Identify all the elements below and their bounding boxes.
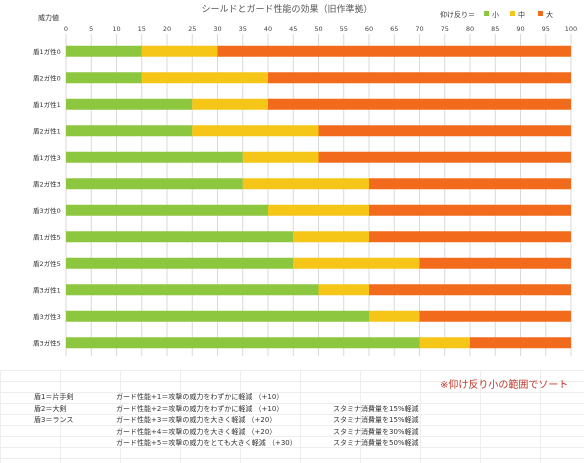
x-tick-label-100: 100 bbox=[565, 25, 577, 33]
bar-4-series-2 bbox=[192, 125, 319, 137]
sort-footnote: ※仰け反り小の範囲でソート bbox=[440, 380, 569, 391]
category-label-8: 盾1ガ性5 bbox=[33, 232, 61, 241]
x-tick-label-75: 75 bbox=[441, 25, 449, 33]
bar-3-series-3 bbox=[268, 98, 571, 110]
bar-3-series-2 bbox=[192, 98, 268, 110]
x-tick-label-10: 10 bbox=[112, 25, 120, 33]
bar-5-series-3 bbox=[318, 151, 571, 163]
bar-12-series-1 bbox=[66, 337, 420, 349]
category-label-10: 盾3ガ性1 bbox=[33, 285, 61, 294]
shield-note-2: 盾2＝大剣 bbox=[34, 405, 67, 413]
bar-7-series-1 bbox=[66, 204, 268, 216]
chart-svg: シールドとガード性能の効果（旧作準拠） 威力値 仰け反り＝ 小 中 大 0 5 10 15 20 25… bbox=[33, 3, 577, 356]
x-tick-label-50: 50 bbox=[314, 25, 322, 33]
stamina-note-4: スタミナ消費量を50%軽減 bbox=[333, 439, 419, 447]
shield-note-3: 盾3＝ランス bbox=[34, 416, 74, 424]
guard-note-1: ガード性能+1＝攻撃の威力をわずかに軽減 （+10） bbox=[116, 393, 284, 401]
guard-note-2: ガード性能+2＝攻撃の威力をわずかに軽減 （+10） bbox=[116, 405, 284, 413]
x-tick-label-95: 95 bbox=[542, 25, 550, 33]
bar-4-series-1 bbox=[66, 125, 193, 137]
category-label-4: 盾2ガ性1 bbox=[33, 126, 61, 135]
x-tick-label-45: 45 bbox=[289, 25, 297, 33]
x-tick-label-70: 70 bbox=[415, 25, 423, 33]
x-tick-label-60: 60 bbox=[365, 25, 373, 33]
x-tick-label-35: 35 bbox=[239, 25, 247, 33]
legend-label-1: 小 bbox=[492, 10, 499, 19]
category-label-11: 盾3ガ性3 bbox=[33, 312, 61, 321]
legend-swatch-3 bbox=[538, 11, 543, 16]
stamina-note-1: スタミナ消費量を15%軽減 bbox=[333, 405, 419, 413]
category-label-9: 盾2ガ性5 bbox=[33, 259, 61, 268]
bar-12-series-2 bbox=[419, 337, 470, 349]
bar-2-series-1 bbox=[66, 72, 142, 84]
x-tick-label-55: 55 bbox=[340, 25, 348, 33]
x-tick-label-30: 30 bbox=[213, 25, 221, 33]
bar-9-series-1 bbox=[66, 257, 294, 269]
guard-note-4: ガード性能+4＝攻撃の威力を大きく軽減 （+20） bbox=[116, 428, 277, 436]
bar-8-series-3 bbox=[369, 231, 571, 243]
x-tick-label-0: 0 bbox=[64, 25, 68, 33]
category-label-1: 盾1ガ性0 bbox=[33, 47, 61, 56]
bar-11-series-2 bbox=[369, 310, 420, 322]
guard-note-5: ガード性能+5＝攻撃の威力をとても大きく軽減 （+30） bbox=[116, 439, 297, 447]
bar-9-series-2 bbox=[293, 257, 420, 269]
category-label-3: 盾1ガ性1 bbox=[33, 100, 61, 109]
category-label-5: 盾1ガ性3 bbox=[33, 153, 61, 162]
bar-2-series-2 bbox=[141, 72, 268, 84]
category-label-12: 盾3ガ性5 bbox=[33, 338, 61, 347]
x-tick-label-40: 40 bbox=[264, 25, 272, 33]
chart-title: シールドとガード性能の効果（旧作準拠） bbox=[201, 3, 372, 15]
category-label-7: 盾3ガ性0 bbox=[33, 206, 61, 215]
bar-1-series-1 bbox=[66, 45, 142, 57]
x-tick-label-90: 90 bbox=[516, 25, 524, 33]
bar-6-series-1 bbox=[66, 178, 243, 190]
x-tick-label-20: 20 bbox=[163, 25, 171, 33]
bar-1-series-2 bbox=[141, 45, 218, 57]
spreadsheet-grid bbox=[0, 370, 584, 463]
guard-note-3: ガード性能+3＝攻撃の威力を大きく軽減 （+20） bbox=[116, 416, 277, 424]
bar-1-series-3 bbox=[217, 45, 571, 57]
legend-swatch-2 bbox=[510, 11, 515, 16]
stamina-note-2: スタミナ消費量を15%軽減 bbox=[333, 416, 419, 424]
x-tick-label-85: 85 bbox=[491, 25, 499, 33]
legend-label-2: 中 bbox=[518, 10, 525, 19]
bar-6-series-2 bbox=[242, 178, 369, 190]
stamina-note-3: スタミナ消費量を30%軽減 bbox=[333, 428, 419, 436]
x-tick-label-5: 5 bbox=[89, 25, 93, 33]
category-label-6: 盾2ガ性3 bbox=[33, 179, 61, 188]
bar-11-series-1 bbox=[66, 310, 369, 322]
bar-11-series-3 bbox=[419, 310, 571, 322]
bar-5-series-2 bbox=[242, 151, 319, 163]
x-tick-label-25: 25 bbox=[188, 25, 196, 33]
legend-title: 仰け反り＝ bbox=[440, 10, 475, 19]
bar-3-series-1 bbox=[66, 98, 193, 110]
legend-swatch-1 bbox=[484, 11, 489, 16]
bar-2-series-3 bbox=[268, 72, 571, 84]
shield-note-1: 盾1＝片手剣 bbox=[34, 393, 74, 401]
bar-8-series-2 bbox=[293, 231, 369, 243]
x-tick-label-65: 65 bbox=[390, 25, 398, 33]
axis-title: 威力値 bbox=[38, 13, 59, 22]
bar-4-series-3 bbox=[318, 125, 571, 137]
x-tick-label-15: 15 bbox=[138, 25, 146, 33]
bar-12-series-3 bbox=[470, 337, 571, 349]
bar-9-series-3 bbox=[419, 257, 571, 269]
legend-label-3: 大 bbox=[546, 10, 553, 19]
notes-area: 盾1＝片手剣 盾2＝大剣 盾3＝ランス ガード性能+1＝攻撃の威力をわずかに軽減… bbox=[0, 370, 584, 463]
bar-8-series-1 bbox=[66, 231, 294, 243]
bar-10-series-1 bbox=[66, 284, 319, 296]
x-tick-label-80: 80 bbox=[466, 25, 474, 33]
bar-5-series-1 bbox=[66, 151, 243, 163]
category-label-2: 盾2ガ性0 bbox=[33, 73, 61, 82]
bar-7-series-2 bbox=[268, 204, 369, 216]
bar-6-series-3 bbox=[369, 178, 571, 190]
bar-10-series-2 bbox=[318, 284, 369, 296]
bar-10-series-3 bbox=[369, 284, 571, 296]
bar-7-series-3 bbox=[369, 204, 571, 216]
